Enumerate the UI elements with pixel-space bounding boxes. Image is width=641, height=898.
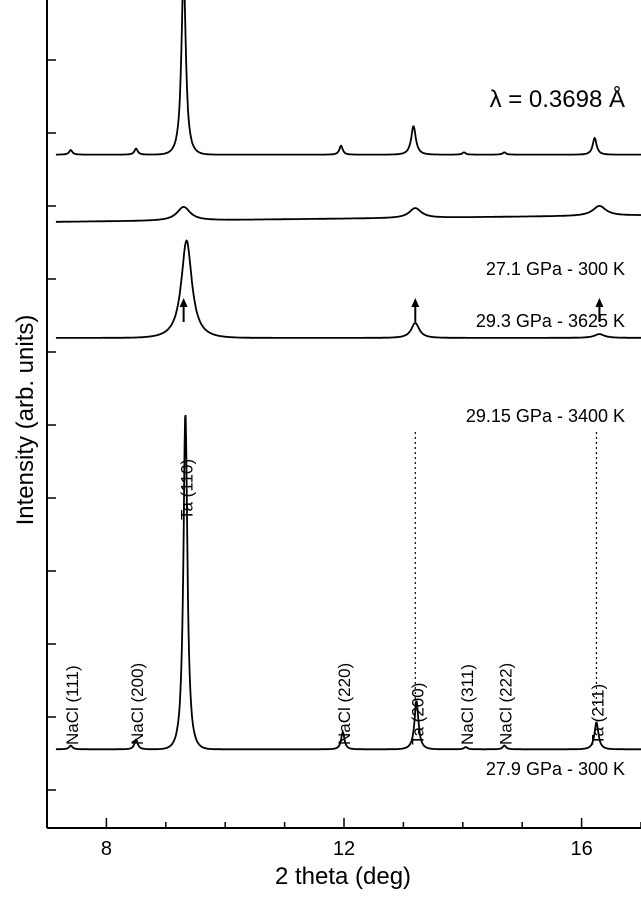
series-label: 29.15 GPa - 3400 K [466,406,625,426]
series-line [55,414,641,751]
peak-label: NaCl (222) [496,663,515,745]
x-axis-label: 2 theta (deg) [275,863,411,890]
series-line [55,239,641,339]
series-layer: 27.1 GPa - 300 K 29.3 GPa - 3625 K 29.15 G… [55,0,641,779]
y-axis-label: Intensity (arb. units) [12,315,39,526]
peak-label: NaCl (220) [335,663,354,745]
x-tick-label: 16 [570,838,592,860]
series-label: 29.3 GPa - 3625 K [476,311,625,331]
series-line [55,0,641,156]
series-line [55,204,641,223]
series-label: 27.9 GPa - 300 K [486,759,625,779]
peak-label: NaCl (311) [458,664,477,745]
wavelength-label: λ = 0.3698 Å [490,85,625,113]
x-axis-ticks: 8 12 16 [46,818,641,860]
x-tick-label: 8 [101,838,112,860]
annotation-layer: NaCl (111) NaCl (200) Ta (110) NaCl (220) Ta… [63,298,607,745]
peak-label: Ta (211) [588,684,607,745]
peak-label: Ta (110) [177,459,196,520]
arrow-head [595,298,604,307]
y-axis-ticks [47,59,56,791]
peak-label: NaCl (111) [63,665,82,745]
peak-label: Ta (200) [408,683,427,745]
peak-label: NaCl (200) [128,663,147,745]
x-tick-label: 12 [333,838,355,860]
arrow-head [179,298,188,307]
series-label: 27.1 GPa - 300 K [486,259,625,279]
arrow-head [411,298,420,307]
